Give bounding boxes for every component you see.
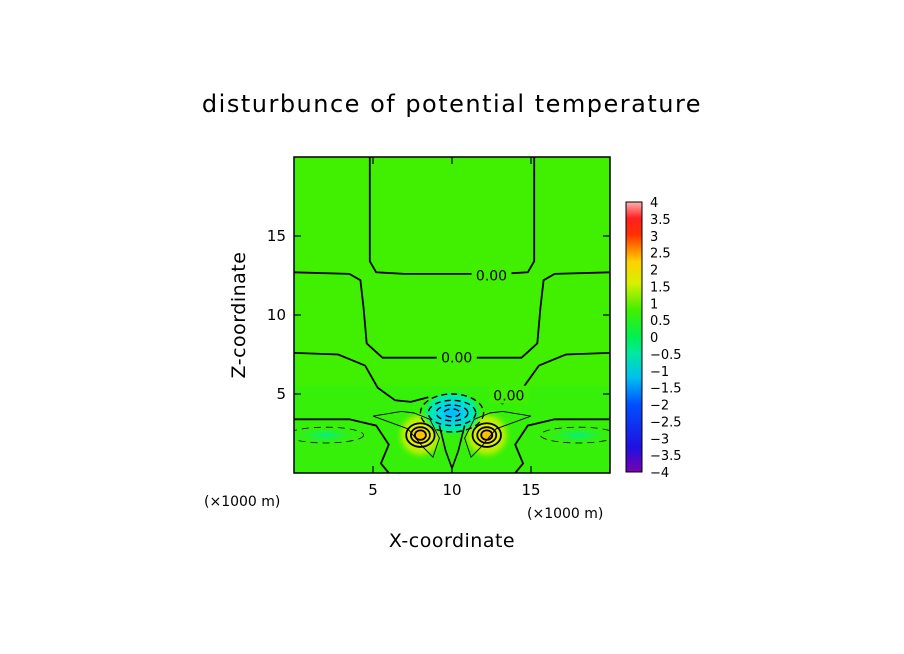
colorbar-label-9: −0.5: [650, 348, 682, 363]
contour-lines: [294, 157, 610, 473]
colorbar-label-13: −2.5: [650, 415, 682, 430]
warm-core-ring-1-1: [476, 426, 498, 444]
contour-label-bg-0: [471, 265, 512, 284]
axis-ticks: 5 10 15 5 10 15: [267, 157, 610, 499]
colorbar-labels: 4 3.5 3 2.5 21.5 1 0.5 0 −0.5 −1 −1.5 −2−2.5 −3 −3.5 −…: [650, 196, 682, 481]
zero-contour-mid-right: [471, 271, 610, 359]
contour-label-bg-2: [488, 385, 529, 404]
feature-weak-cold-band-3: [294, 425, 364, 445]
zero-contour-surface-left: [294, 418, 390, 473]
contour-label-2: 0.00: [493, 389, 524, 405]
zero-contour-upper: [368, 157, 536, 275]
x-tick-label-2: 15: [521, 481, 540, 499]
colorbar-label-15: −3.5: [650, 449, 682, 464]
field-shading: [294, 386, 610, 473]
colorbar-label-12: −2: [650, 399, 669, 414]
y-axis-label: Z-coordinate: [228, 252, 250, 379]
colorbar-label-3: 2.5: [650, 247, 671, 262]
feature-weak-cold-band-4: [540, 425, 610, 445]
y-tick-label-0: 5: [276, 385, 286, 403]
cold-band-contour-0: [294, 426, 364, 444]
colorbar-label-6: 1: [650, 297, 658, 312]
cold-core-ring-0: [419, 393, 485, 433]
colorbar-label-16: −4: [650, 466, 669, 481]
warm-core-ring-1-2: [480, 429, 494, 441]
colorbar-label-2: 3: [650, 230, 658, 245]
x-tick-label-1: 10: [442, 481, 461, 499]
y-tick-label-1: 10: [267, 306, 286, 324]
x-tick-label-0: 5: [368, 481, 378, 499]
cold-core-ring-1: [427, 399, 477, 427]
warm-core-ring-0-2: [413, 429, 427, 441]
warm-core-ring-1-0: [471, 422, 502, 448]
z-axis-unit: (×1000 m): [527, 506, 603, 522]
x-axis-label: X-coordinate: [389, 530, 515, 552]
warm-core-ring-0-0: [405, 422, 436, 448]
colorbar: 4 3.5 3 2.5 21.5 1 0.5 0 −0.5 −1 −1.5 −2−2.5 −3 −3.5 −…: [625, 196, 682, 481]
contour-label-0: 0.00: [476, 269, 507, 285]
chart-title: disturbunce of potential temperature: [202, 90, 702, 118]
feature-cold-core-2: [420, 389, 484, 437]
plot-area: 0.00 0.00 0.00 5 10 15 5 10 15: [267, 156, 611, 499]
colorbar-label-4: 2: [650, 264, 658, 279]
zero-contour-surface-right: [514, 418, 610, 473]
colorbar-label-11: −1.5: [650, 382, 682, 397]
colorbar-label-0: 4: [650, 196, 658, 211]
zero-contour-mid-left: [294, 271, 446, 359]
contour-label-bg-1: [436, 347, 477, 366]
lobe-contour-right: [464, 410, 532, 459]
cold-band-contour-1: [540, 426, 610, 444]
colorbar-label-14: −3: [650, 432, 669, 447]
colorbar-label-1: 3.5: [650, 213, 671, 228]
contour-labels: 0.00 0.00 0.00: [436, 265, 529, 405]
colorbar-label-8: 0: [650, 331, 658, 346]
zero-contour-low-left: [294, 352, 429, 403]
contour-label-1: 0.00: [441, 351, 472, 367]
cold-core-ring-2: [435, 404, 469, 422]
colorbar-scale: [625, 201, 643, 473]
colorbar-label-10: −1: [650, 365, 669, 380]
y-tick-label-2: 15: [267, 227, 286, 245]
x-axis-unit: (×1000 m): [204, 494, 280, 510]
cold-core-ring-3: [443, 408, 461, 418]
colorbar-label-5: 1.5: [650, 280, 671, 295]
warm-core-ring-0-1: [410, 426, 431, 444]
lobe-contour-left: [372, 410, 440, 459]
colorbar-label-7: 0.5: [650, 314, 671, 329]
